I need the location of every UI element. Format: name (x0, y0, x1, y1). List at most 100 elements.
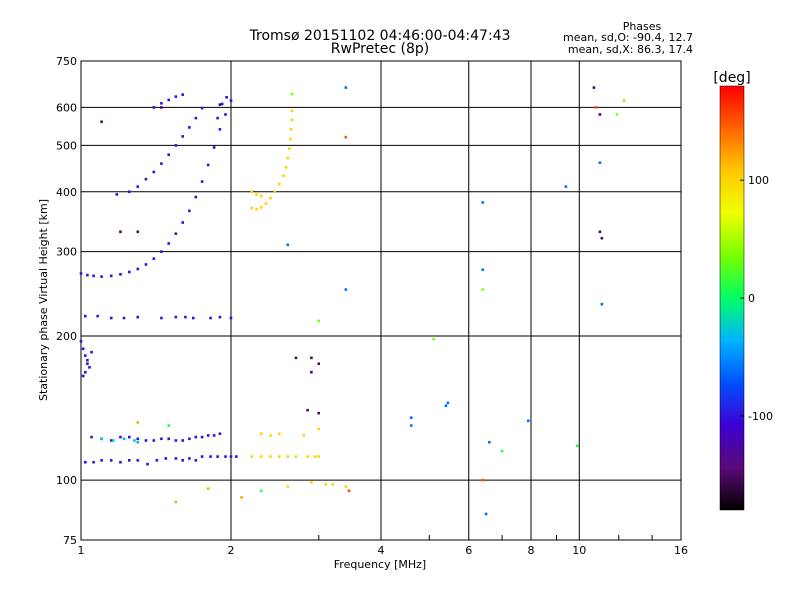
data-point (188, 209, 191, 213)
data-point (284, 165, 288, 169)
data-point (86, 358, 89, 362)
data-point (290, 109, 294, 113)
data-point (79, 339, 83, 343)
phases-heading: Phases (623, 20, 662, 33)
data-point (481, 268, 485, 272)
data-point (294, 356, 298, 360)
data-point (109, 274, 113, 278)
data-point (181, 459, 185, 462)
data-point (255, 207, 258, 211)
data-point (622, 99, 626, 102)
data-point (344, 485, 348, 488)
data-point (216, 116, 219, 120)
data-points (79, 86, 626, 516)
data-point (109, 316, 113, 320)
chart-title: Tromsø 20151102 04:46:00-04:47:43 (249, 28, 511, 44)
data-point (255, 193, 258, 196)
data-point (122, 316, 126, 320)
y-axis-label: Stationary phase Virtual Height [km] (37, 199, 50, 401)
data-point (81, 347, 85, 351)
y-tick-label: 100 (56, 474, 77, 487)
data-point (306, 455, 309, 458)
data-point (167, 98, 171, 102)
data-point (264, 202, 268, 205)
data-point (317, 362, 321, 366)
data-point (615, 113, 619, 116)
data-point (240, 496, 243, 499)
data-point (136, 315, 140, 319)
data-point (83, 370, 87, 374)
data-point (218, 432, 222, 436)
data-point (194, 435, 198, 439)
data-point (200, 106, 204, 110)
data-point (100, 459, 103, 462)
data-point (152, 106, 156, 109)
data-point (286, 455, 290, 458)
data-point (294, 455, 298, 458)
y-tick-label: 200 (56, 330, 77, 343)
data-point (100, 437, 103, 441)
data-point (144, 177, 148, 181)
data-point (167, 153, 171, 157)
data-point (229, 99, 233, 102)
data-point (277, 182, 281, 186)
y-tick-label: 300 (56, 246, 77, 259)
data-point (209, 455, 212, 458)
data-point (160, 102, 163, 105)
data-point (282, 174, 285, 178)
y-tick-label: 750 (56, 55, 77, 68)
data-point (83, 354, 87, 357)
data-point (594, 106, 598, 109)
data-point (160, 162, 163, 165)
data-point (575, 444, 579, 448)
data-point (83, 460, 87, 464)
data-point (220, 102, 224, 106)
data-point (225, 95, 228, 99)
data-point (218, 103, 222, 106)
data-point (188, 437, 191, 441)
x-tick-label: 2 (228, 544, 235, 557)
data-point (290, 118, 294, 122)
data-point (259, 432, 263, 436)
data-point (310, 370, 313, 374)
data-point (160, 316, 163, 320)
data-point (269, 455, 272, 458)
data-point (188, 457, 191, 460)
data-point (446, 401, 450, 405)
data-point (250, 190, 253, 194)
data-point (188, 126, 191, 129)
data-point (184, 315, 187, 319)
data-point (286, 156, 290, 160)
data-point (250, 206, 253, 210)
data-point (92, 274, 95, 278)
data-point (488, 440, 491, 444)
data-point (83, 314, 87, 318)
data-point (92, 460, 95, 464)
data-point (136, 230, 140, 234)
data-point (286, 485, 290, 488)
data-point (481, 478, 485, 482)
data-point (598, 161, 602, 164)
data-point (86, 273, 89, 277)
data-point (500, 449, 504, 453)
data-point (79, 272, 83, 275)
data-point (592, 86, 596, 89)
data-point (310, 356, 313, 360)
data-point (218, 128, 222, 131)
data-point (136, 185, 140, 188)
phases-line-o: mean, sd,O: -90.4, 12.7 (563, 31, 693, 44)
data-point (277, 455, 281, 458)
data-point (313, 455, 317, 458)
data-point (136, 440, 140, 444)
data-point (127, 435, 131, 439)
data-point (152, 170, 156, 174)
data-point (181, 221, 185, 224)
data-point (206, 163, 210, 167)
data-point (155, 459, 159, 462)
data-point (127, 459, 131, 462)
x-tick-label: 8 (528, 544, 535, 557)
data-point (289, 128, 293, 131)
data-point (409, 416, 413, 420)
data-point (409, 424, 413, 427)
